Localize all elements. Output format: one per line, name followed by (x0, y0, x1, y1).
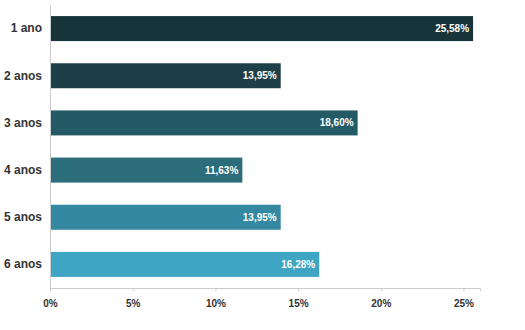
y-tick: 4 anos (4, 163, 50, 177)
plot: 25,58% 13,95% 18,60% 11,63% 13,95% 16,28% 0% 5%… (4, 6, 481, 310)
x-tick-mark (298, 288, 299, 291)
y-tick-label: 4 anos (4, 163, 42, 177)
data-label: 13,95% (243, 70, 277, 81)
chart: 25,58% 13,95% 18,60% 11,63% 13,95% 16,28% 0% 5%… (0, 0, 525, 330)
y-tick: 5 anos (4, 210, 50, 224)
x-tick-mark (381, 288, 382, 291)
x-tick: 25% (454, 288, 474, 309)
x-tick: 20% (371, 288, 391, 309)
y-axis-line (50, 6, 51, 289)
data-label: 18,60% (320, 117, 354, 128)
x-tick: 10% (206, 288, 226, 309)
y-tick: 2 anos (4, 69, 50, 83)
bar (50, 110, 358, 135)
x-tick-label: 10% (206, 298, 226, 309)
bar (50, 16, 473, 41)
x-tick-label: 25% (454, 298, 474, 309)
bar (50, 205, 281, 230)
data-label: 25,58% (435, 23, 469, 34)
x-tick: 0% (43, 288, 58, 309)
data-label: 16,28% (281, 259, 315, 270)
y-tick: 6 anos (4, 257, 50, 271)
x-axis: 0% 5% 10% 15% 20% 25% (43, 288, 480, 309)
bar (50, 63, 281, 88)
y-axis: 1 ano 2 anos 3 anos 4 anos 5 anos 6 anos (4, 6, 51, 289)
y-tick-label: 3 anos (4, 116, 42, 130)
x-tick-label: 5% (126, 298, 141, 309)
x-tick-label: 15% (289, 298, 309, 309)
bars (50, 16, 473, 277)
y-tick: 3 anos (4, 116, 50, 130)
bar (50, 252, 319, 277)
x-tick: 15% (289, 288, 309, 309)
x-axis-line (51, 289, 481, 292)
x-tick: 5% (126, 288, 141, 309)
x-tick-mark (463, 288, 464, 291)
y-tick-label: 2 anos (4, 69, 42, 83)
data-labels: 25,58% 13,95% 18,60% 11,63% 13,95% 16,28% (205, 23, 469, 270)
x-tick-mark (133, 288, 134, 291)
data-label: 13,95% (243, 212, 277, 223)
data-label: 11,63% (205, 165, 238, 176)
y-tick-label: 5 anos (4, 210, 42, 224)
y-tick-label: 6 anos (4, 257, 42, 271)
y-tick-label: 1 ano (11, 21, 42, 35)
y-tick: 1 ano (11, 21, 50, 35)
x-tick-label: 0% (43, 298, 58, 309)
x-tick-label: 20% (371, 298, 391, 309)
x-tick-mark (215, 288, 216, 291)
bar (50, 158, 242, 183)
